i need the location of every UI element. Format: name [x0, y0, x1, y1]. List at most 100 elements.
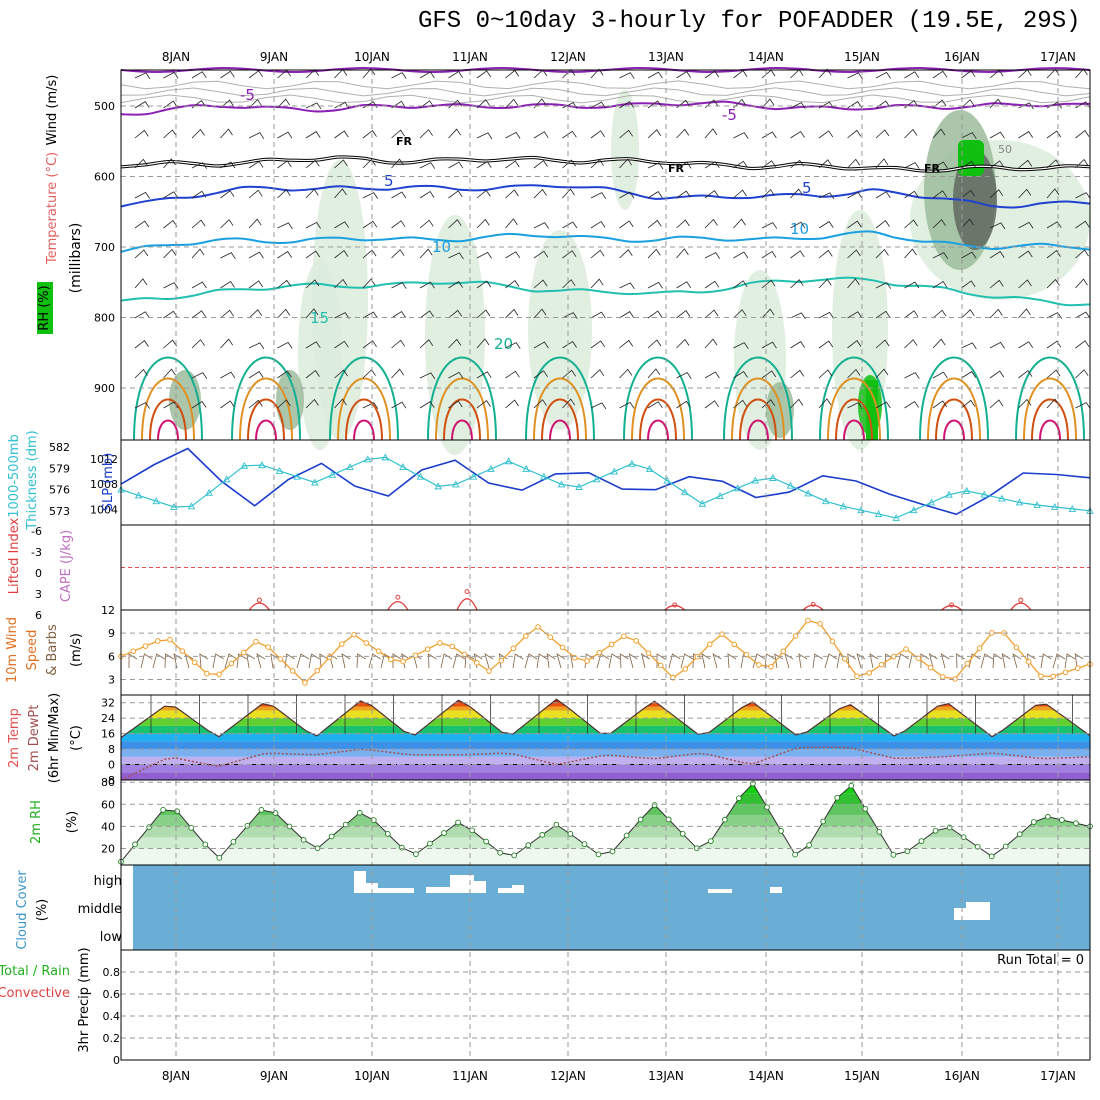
- wind-barb: [191, 162, 208, 169]
- wind-barb: [220, 309, 235, 319]
- temp-band: [121, 772, 1090, 780]
- ylabel-cape: CAPE (J/kg): [59, 530, 74, 602]
- ytick-label: 6: [108, 650, 115, 663]
- wind-barb: [334, 340, 349, 349]
- wind-barb: [134, 191, 150, 199]
- wind-barb: [932, 309, 947, 319]
- warm-contour-arch: [723, 356, 793, 441]
- wind-barb: [505, 218, 518, 229]
- wind-barb: [448, 99, 463, 109]
- rh2m-point: [778, 828, 784, 834]
- wind-barb: [932, 128, 946, 139]
- wind-barb: [134, 101, 150, 109]
- rh2m-point: [679, 830, 686, 837]
- wind-barb: [362, 278, 376, 289]
- thickness-point: [557, 480, 566, 488]
- rh2m-point: [132, 841, 138, 848]
- warm-contour-arch: [329, 356, 399, 441]
- date-label-top: 14JAN: [748, 50, 784, 64]
- wind-barb: [961, 280, 976, 289]
- wind-barb: [191, 281, 207, 289]
- thickness-point: [733, 484, 742, 492]
- wind-barb: [391, 220, 406, 229]
- wind10m-point: [706, 641, 713, 648]
- wind-barb: [790, 279, 804, 289]
- wind-barb: [305, 188, 319, 199]
- wind-barb: [733, 370, 748, 379]
- temp-contour-15C: [120, 276, 1091, 307]
- ytick-label: 900: [94, 382, 115, 395]
- wind-barb: [619, 191, 635, 199]
- wind-barb: [419, 162, 436, 169]
- wind-barb: [847, 72, 863, 80]
- ytick-label: 500: [94, 100, 115, 113]
- lifted-index-point: [672, 602, 678, 608]
- wind-barb: [391, 158, 404, 169]
- ytick-label: 0.4: [103, 1010, 121, 1023]
- ytick-label: 20: [101, 842, 115, 855]
- rh2m-point: [188, 825, 195, 831]
- wind-barb: [847, 311, 863, 319]
- wind-barb: [619, 129, 634, 139]
- wind10m-point: [338, 641, 345, 647]
- wind10m-point: [535, 624, 541, 630]
- temp-band: [121, 741, 1090, 750]
- wind10m-point: [240, 649, 247, 656]
- wind-barb: [448, 309, 463, 319]
- date-label-bottom: 16JAN: [944, 1069, 980, 1083]
- wind-barb-10m: [798, 653, 808, 669]
- wind10m-point: [314, 667, 321, 674]
- wind-barb: [419, 339, 434, 349]
- wind-barb-10m: [356, 653, 366, 669]
- rh2m-point: [160, 807, 166, 813]
- wind-barb: [305, 279, 320, 289]
- wind-barb-10m: [712, 653, 722, 669]
- wind-barb: [904, 71, 920, 79]
- wind-barb: [1046, 312, 1063, 319]
- wind-barb: [305, 131, 321, 139]
- wind-barb: [1075, 402, 1091, 409]
- wind10m-point: [154, 638, 161, 644]
- wind-barb: [647, 162, 664, 170]
- wind-barb: [790, 69, 804, 79]
- ytick-label: 6: [35, 609, 42, 622]
- rh2m-point: [904, 848, 911, 855]
- thickness-point: [522, 465, 530, 472]
- wind-barb: [1046, 130, 1062, 139]
- wind-barb: [989, 160, 1005, 169]
- wind-barb: [533, 308, 547, 319]
- wind-barb: [448, 70, 463, 79]
- wind10m-point: [584, 658, 590, 664]
- rh2m-point: [1059, 817, 1065, 823]
- lifted-index-bump: [664, 604, 686, 611]
- wind-barb: [790, 312, 806, 320]
- thickness-point: [945, 490, 953, 498]
- warm-contour-arch: [827, 377, 881, 441]
- wind-barb: [277, 222, 293, 230]
- wind-barb: [989, 341, 1005, 349]
- cloud-high-bar: [366, 883, 378, 893]
- thickness-point: [716, 492, 724, 499]
- wind-barb: [277, 251, 293, 259]
- wind-barb: [191, 190, 207, 199]
- rh2m-line: [120, 782, 1091, 863]
- wind-barb: [590, 278, 604, 289]
- rh2m-point: [455, 819, 461, 826]
- wind-barb: [562, 159, 576, 169]
- wind-barb: [818, 192, 835, 200]
- rh2m-point: [595, 851, 602, 858]
- ytick-label: 1004: [90, 503, 118, 516]
- contour-label: -5: [722, 106, 737, 124]
- contour-label: 5: [802, 179, 812, 197]
- lifted-index-bump: [387, 600, 409, 611]
- ytick-label: 576: [49, 484, 70, 497]
- wind-barb: [704, 309, 719, 319]
- ylabel-lifted: Lifted Index: [7, 517, 22, 594]
- thickness-line: [120, 456, 1091, 519]
- wind10m-point: [510, 645, 517, 652]
- thickness-point: [592, 475, 601, 483]
- lifted-index-bump: [248, 602, 270, 611]
- warm-contour-arch: [435, 377, 489, 441]
- wind10m-point: [1013, 644, 1020, 651]
- wind-barb: [476, 218, 490, 229]
